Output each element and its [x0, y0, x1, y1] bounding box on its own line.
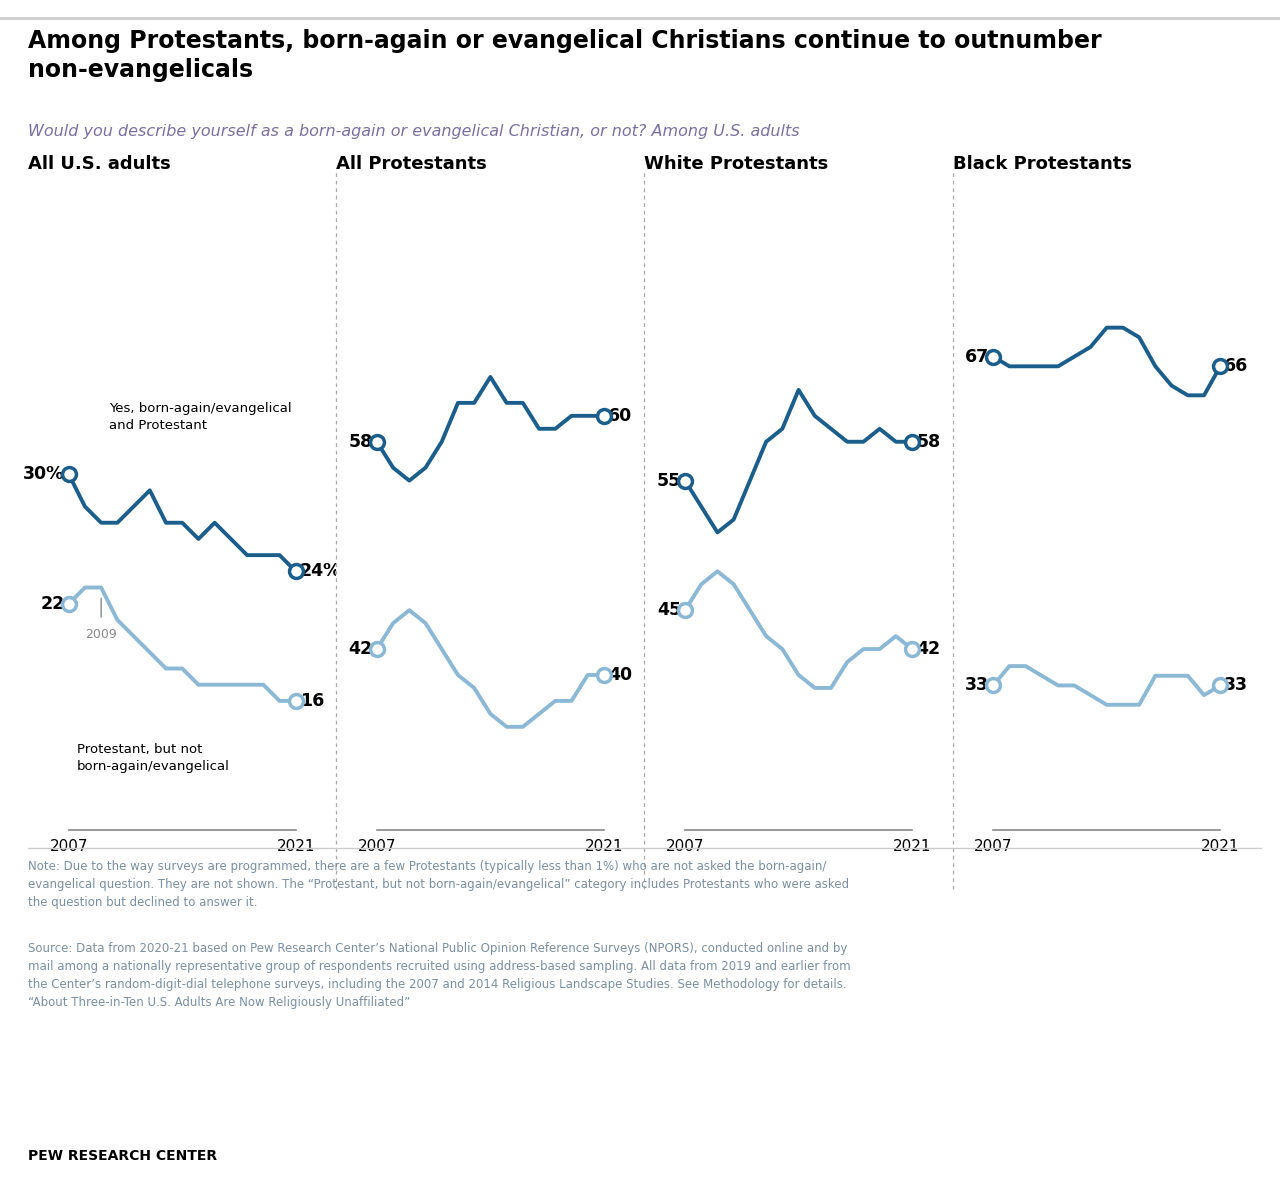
Bar: [644, 830, 952, 851]
Text: 42: 42: [348, 640, 372, 659]
Text: 58: 58: [916, 432, 941, 451]
Text: 33: 33: [1224, 676, 1248, 695]
Text: 22: 22: [41, 595, 65, 613]
Text: White Protestants: White Protestants: [644, 154, 828, 173]
Text: 16: 16: [300, 691, 324, 710]
Text: 33: 33: [965, 676, 989, 695]
Text: 45: 45: [657, 601, 681, 620]
Bar: [337, 830, 644, 851]
Text: Note: Due to the way surveys are programmed, there are a few Protestants (typica: Note: Due to the way surveys are program…: [28, 860, 850, 909]
Text: PEW RESEARCH CENTER: PEW RESEARCH CENTER: [28, 1149, 218, 1163]
Text: Would you describe yourself as a born-again or evangelical Christian, or not? Am: Would you describe yourself as a born-ag…: [28, 124, 800, 139]
Text: Among Protestants, born-again or evangelical Christians continue to outnumber
no: Among Protestants, born-again or evangel…: [28, 29, 1102, 82]
Text: Protestant, but not
born-again/evangelical: Protestant, but not born-again/evangelic…: [77, 742, 229, 773]
Text: 40: 40: [608, 666, 632, 684]
Text: 30%: 30%: [23, 465, 65, 483]
Text: 42: 42: [916, 640, 941, 659]
Text: Source: Data from 2020-21 based on Pew Research Center’s National Public Opinion: Source: Data from 2020-21 based on Pew R…: [28, 942, 851, 1010]
Text: All U.S. adults: All U.S. adults: [28, 154, 172, 173]
Text: 55: 55: [657, 471, 681, 490]
Text: Black Protestants: Black Protestants: [952, 154, 1132, 173]
Text: 60: 60: [608, 406, 632, 425]
Text: 66: 66: [1224, 357, 1248, 376]
Text: 2009: 2009: [86, 628, 116, 641]
Text: 67: 67: [965, 348, 989, 365]
Text: 58: 58: [348, 432, 372, 451]
Text: All Protestants: All Protestants: [337, 154, 488, 173]
Text: Yes, born-again/evangelical
and Protestant: Yes, born-again/evangelical and Protesta…: [109, 403, 292, 432]
Bar: [28, 830, 337, 851]
Bar: [952, 830, 1261, 851]
Text: 24%: 24%: [300, 562, 342, 581]
